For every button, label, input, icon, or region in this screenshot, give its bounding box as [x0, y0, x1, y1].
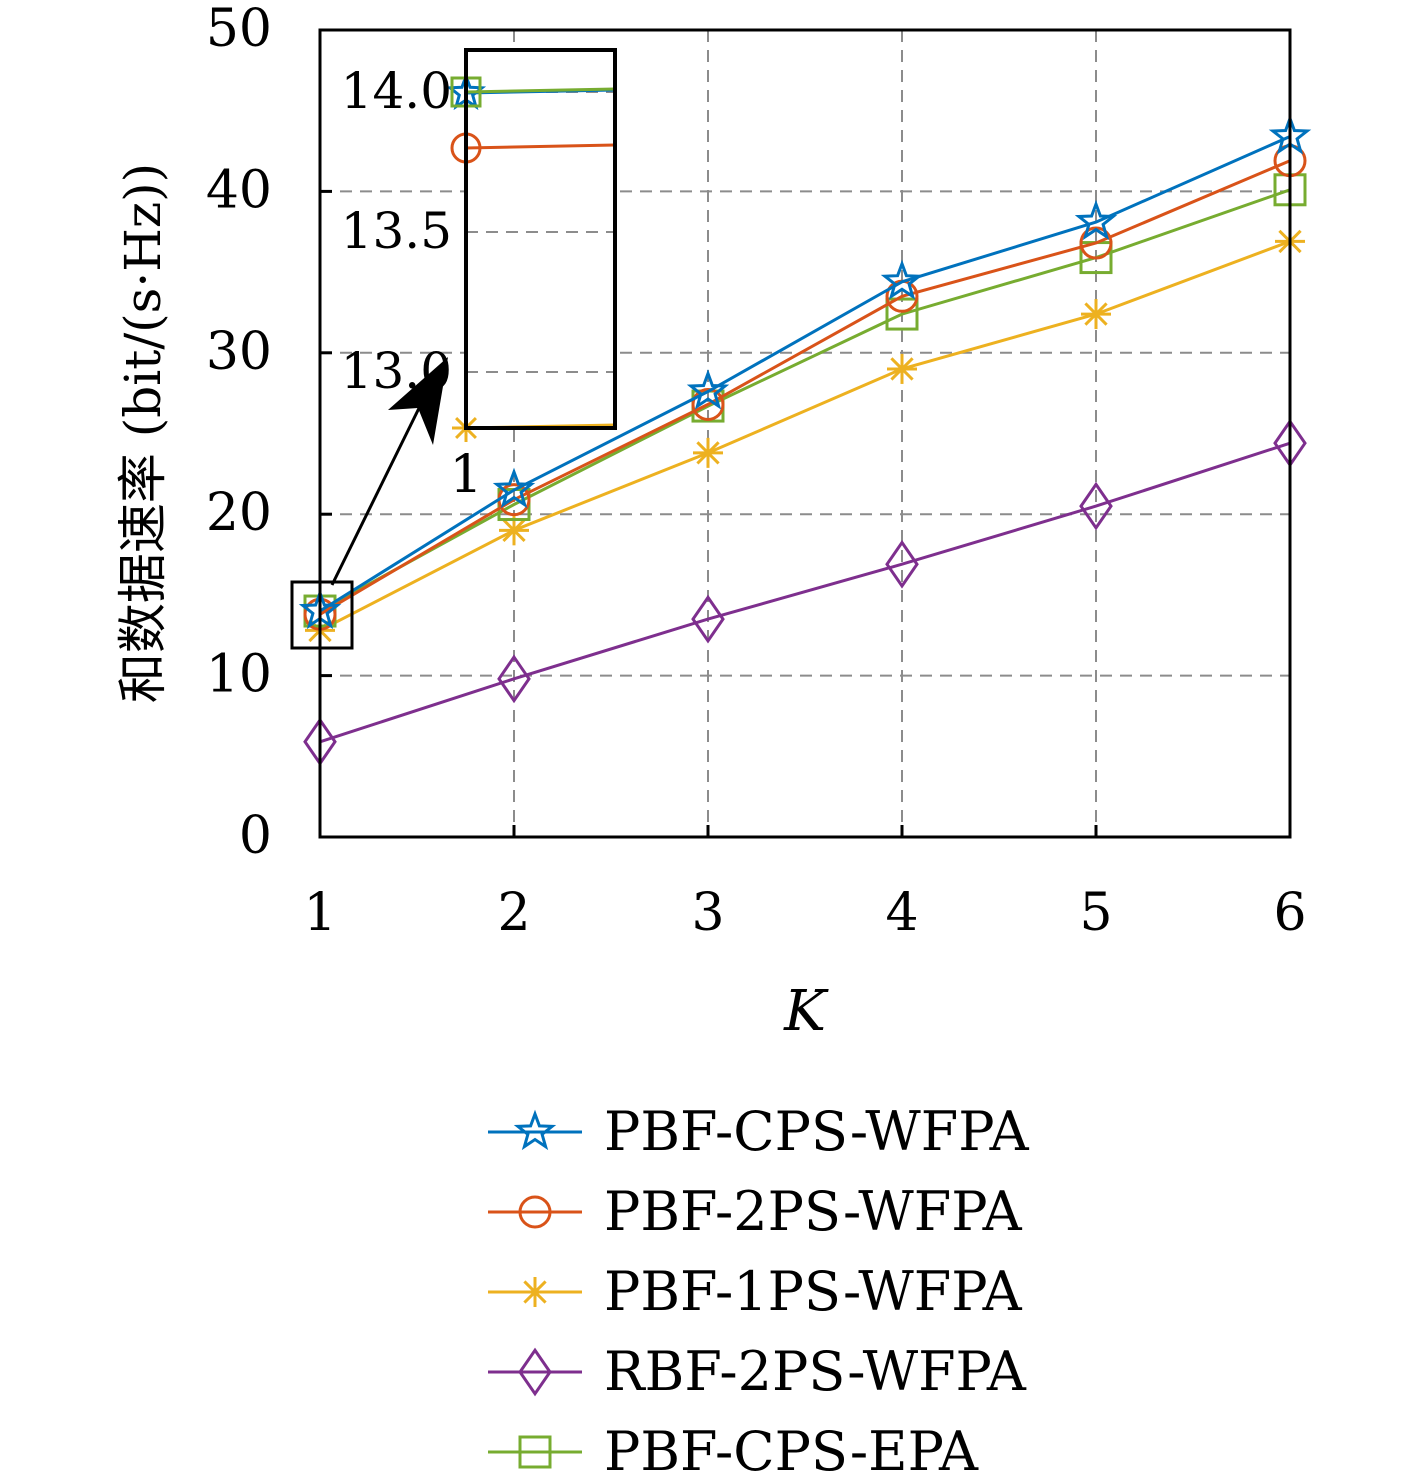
legend: PBF-CPS-WFPA PBF-2PS-WFPA PBF-1PS-WFPA RBF-…: [488, 1100, 1030, 1483]
x-axis-label: K: [783, 979, 829, 1044]
data-point: [1074, 199, 1118, 241]
series-PBF-CPS-EPA: [303, 173, 1307, 628]
inset-x-tick-label: 1: [449, 445, 482, 505]
legend-marker: [513, 1109, 557, 1151]
series-line: [319, 135, 1291, 613]
zoom-arrow-line: [330, 399, 425, 586]
inset-y-tick-label: 14.0: [341, 62, 452, 120]
legend-marker: [518, 1347, 552, 1397]
x-tick-label: 2: [497, 883, 530, 943]
data-point: [1079, 481, 1113, 531]
data-point: [885, 539, 919, 589]
y-tick-label: 0: [239, 806, 272, 866]
y-tick-label: 40: [206, 160, 272, 220]
data-point: [686, 369, 730, 410]
inset-series-line: [465, 143, 616, 150]
axis-ticks: 1 2 3 4 5 6 0 10 20 30 40 50: [206, 0, 1307, 943]
legend-label: PBF-1PS-WFPA: [604, 1260, 1023, 1323]
series-PBF-2PS-WFPA: [303, 144, 1307, 631]
inset-y-tick-label: 13.5: [341, 202, 452, 260]
legend-label: PBF-CPS-WFPA: [604, 1100, 1030, 1163]
zoom-box: [290, 580, 354, 650]
data-point: [1081, 299, 1111, 330]
x-tick-label: 1: [303, 883, 336, 943]
y-tick-label: 20: [206, 483, 272, 543]
y-tick-label: 30: [206, 322, 272, 382]
series-line: [319, 159, 1291, 616]
legend-item: RBF-2PS-WFPA: [488, 1340, 1027, 1403]
inset-series-line: [465, 87, 616, 94]
data-point: [887, 353, 917, 384]
data-point: [885, 297, 919, 331]
legend-item: PBF-CPS-WFPA: [488, 1100, 1030, 1163]
data-point: [492, 467, 536, 509]
legend-marker: [520, 1277, 550, 1307]
y-axis-label: 和数据速率 (bit/(s·Hz)): [114, 163, 172, 703]
series-PBF-CPS-WFPA: [298, 114, 1312, 630]
zoom-arrow-head: [388, 357, 448, 445]
series-line: [319, 188, 1291, 613]
zoom-inset: 13.0 13.5 14.0 1: [290, 48, 617, 650]
legend-item: PBF-1PS-WFPA: [488, 1260, 1023, 1323]
inset-frame: [464, 48, 617, 430]
data-point: [497, 654, 531, 704]
inset-y-tick-label: 13.0: [341, 342, 452, 400]
plot-frame: [318, 28, 1292, 839]
data-point: [691, 387, 725, 421]
x-tick-label: 3: [691, 883, 724, 943]
x-tick-label: 4: [885, 883, 918, 943]
x-tick-label: 5: [1079, 883, 1112, 943]
y-tick-label: 50: [206, 0, 272, 59]
series-layer: [298, 114, 1312, 767]
legend-marker: [518, 1435, 552, 1469]
inset-background: [466, 50, 615, 428]
y-tick-label: 10: [206, 645, 272, 705]
x-tick-label: 6: [1273, 883, 1306, 943]
series-line: [319, 441, 1291, 744]
legend-marker: [518, 1195, 552, 1229]
legend-label: RBF-2PS-WFPA: [604, 1340, 1027, 1403]
legend-label: PBF-2PS-WFPA: [604, 1180, 1023, 1243]
series-line: [319, 239, 1291, 632]
data-point: [691, 594, 725, 644]
data-point: [880, 259, 924, 300]
series-PBF-1PS-WFPA: [305, 226, 1305, 646]
data-point: [693, 437, 723, 468]
legend-label: PBF-CPS-EPA: [604, 1420, 979, 1483]
legend-item: PBF-2PS-WFPA: [488, 1180, 1023, 1243]
legend-item: PBF-CPS-EPA: [488, 1420, 979, 1483]
